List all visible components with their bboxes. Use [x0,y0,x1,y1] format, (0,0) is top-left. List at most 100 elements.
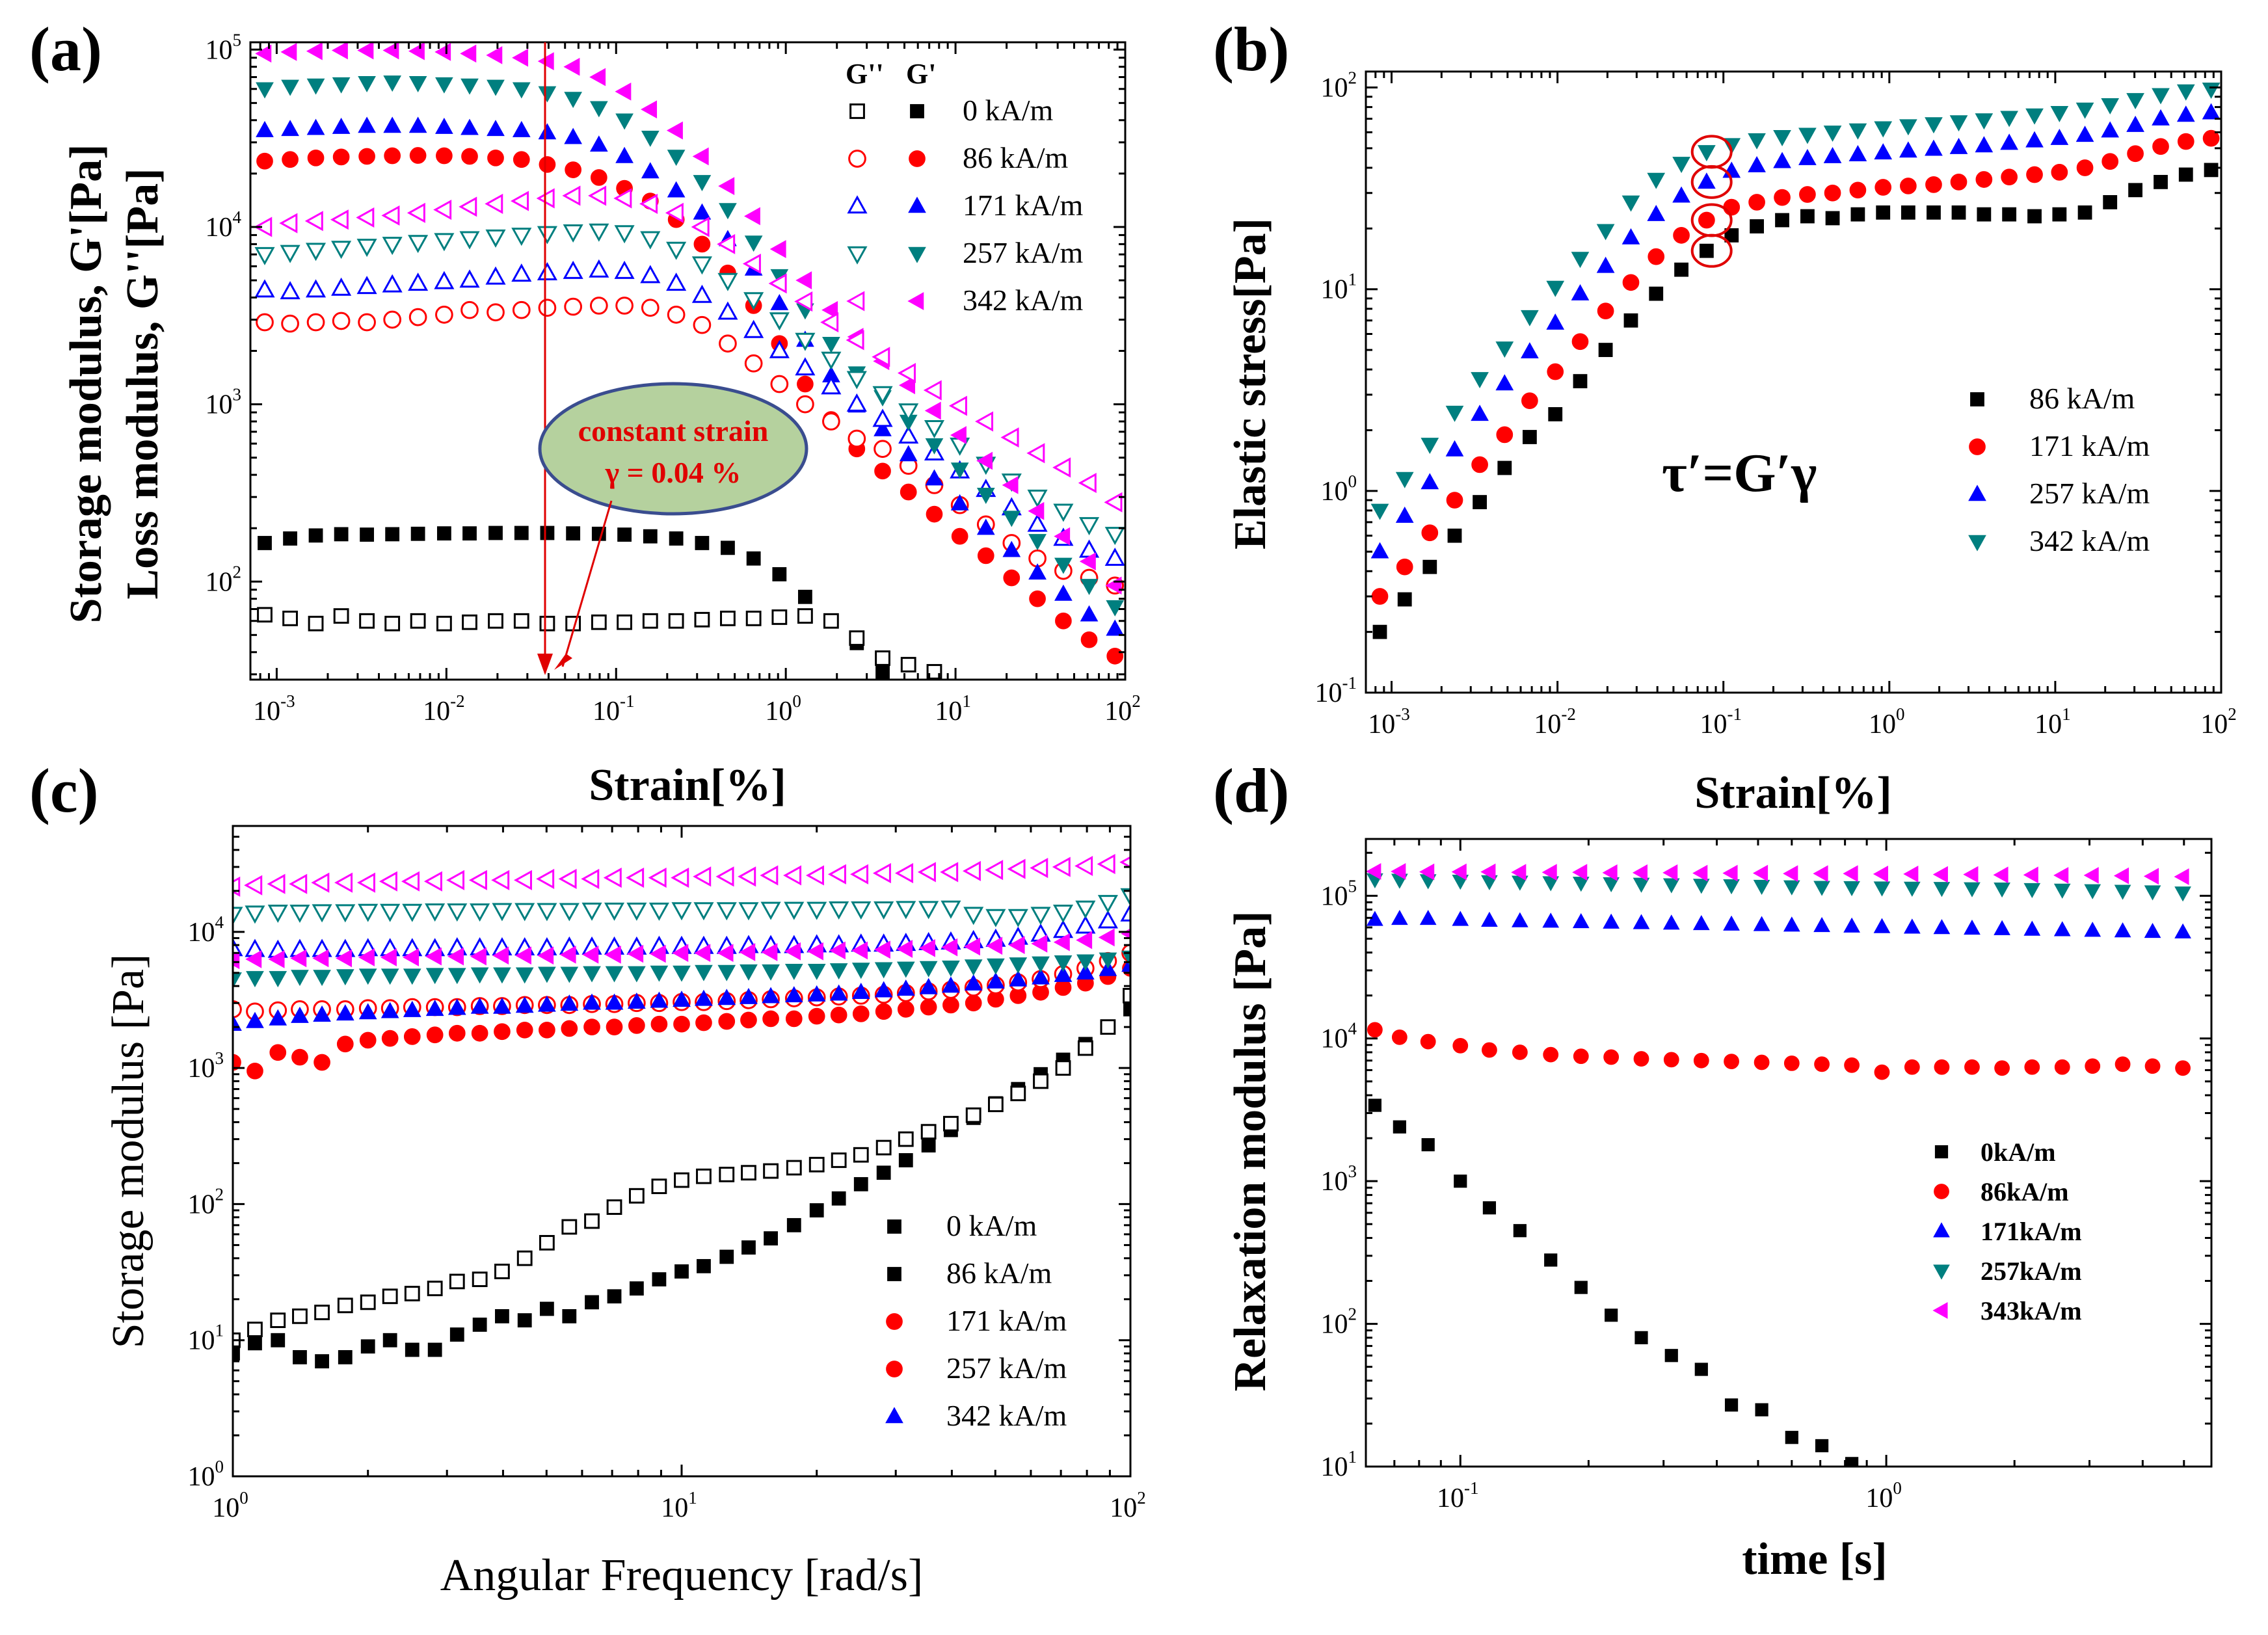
chart-a-point-s1-10 [513,613,529,629]
chart-b-point-s3-21 [1899,119,1917,136]
chart-c-point-s9-10 [446,870,465,890]
chart-a-point-s9-30 [1026,443,1045,464]
chart-a-point-s9-32 [1078,473,1097,494]
chart-c-point-s8-3 [290,949,307,968]
chart-b-legend-label: 171 kA/m [2029,429,2150,462]
chart-a-point-s4-9 [487,120,505,137]
chart-c-point-s2-10 [448,1024,466,1042]
chart-c-point-s1-7 [382,1288,398,1305]
chart-a-point-s5-15 [640,265,661,284]
chart-a-point-s4-10 [512,120,531,137]
chart-c-point-s5-38 [1075,915,1096,934]
chart-d-point-s2-4 [1481,911,1498,927]
chart-c-point-s6-20 [673,965,691,982]
chart-c-point-s7-1 [245,905,265,924]
chart-d-point-s0-11 [1694,1362,1708,1376]
chart-c-point-s1-17 [606,1199,622,1215]
chart-c-point-s0-10 [449,1327,464,1342]
chart-d-legend-marker-2 [1933,1222,1950,1238]
chart-d-point-s1-7 [1573,1048,1589,1065]
constant-strain-text-2: γ = 0.04 % [605,456,741,489]
chart-c-point-s2-16 [583,1018,600,1035]
chart-c-point-s7-17 [604,902,625,921]
chart-c-point-s2-0 [233,1054,241,1071]
chart-c-point-s2-7 [381,1030,399,1047]
chart-c-point-s2-15 [561,1020,578,1037]
chart-a-point-s3-4 [358,313,376,332]
chart-c-point-s6-9 [425,968,444,985]
chart-c-point-s4-28 [851,983,870,999]
chart-c-point-s0-19 [652,1272,667,1287]
chart-c-point-s4-23 [740,987,758,1004]
chart-d-point-s2-21 [1994,920,2010,935]
chart-a-legend-marker-storage-1 [909,150,926,167]
chart-c-point-s7-20 [671,902,692,921]
constant-strain-bubble [538,382,808,516]
chart-a-point-s1-13 [591,614,607,630]
chart-b-point-s2-2 [1421,473,1439,490]
chart-d-ytick-label: 101 [1321,1447,1357,1482]
chart-c-point-s0-29 [876,1165,891,1180]
chart-c-point-s8-28 [851,941,868,960]
chart-c-point-s4-22 [717,989,736,1005]
chart-a-point-s8-19 [743,207,760,226]
chart-c-point-s6-38 [1076,954,1095,971]
chart-b-markers [1370,83,2221,639]
chart-d-point-s2-8 [1603,913,1620,929]
chart-d-point-s4-6 [1541,864,1557,881]
chart-a-xtick-label: 100 [765,691,801,726]
chart-c-point-s7-23 [738,902,759,921]
chart-d-point-s2-14 [1783,916,1800,932]
chart-c-point-s4-12 [493,997,511,1014]
chart-c-point-s9-29 [872,863,891,884]
chart-d-legend-marker-1 [1934,1184,1949,1199]
chart-a-xlabel: Strain[%] [589,760,786,810]
chart-b-point-s1-32 [2177,133,2195,150]
chart-b-point-s1-15 [1748,194,1765,211]
chart-a-point-s2-8 [461,148,478,165]
chart-d-point-s4-22 [2023,866,2038,884]
chart-c-point-s2-1 [247,1062,263,1080]
chart-a-legend-label: 257 kA/m [963,236,1084,269]
chart-a-point-s6-29 [1002,511,1021,527]
chart-c-legend-marker-2 [886,1313,903,1330]
chart-a-point-s7-19 [743,292,764,311]
chart-c-point-s1-37 [1055,1060,1071,1076]
chart-d-point-s4-8 [1602,864,1618,881]
chart-d-point-s1-26 [2144,1058,2161,1074]
chart-c-point-s8-25 [784,942,801,961]
chart-d-point-s3-13 [1753,879,1770,895]
chart-a-point-s8-2 [306,42,323,60]
chart-c-point-s9-0 [233,876,241,897]
chart-a-point-s1-4 [359,613,375,629]
chart-c-point-s6-29 [874,962,893,979]
chart-a-point-s9-12 [562,185,581,206]
chart-d-point-s4-7 [1572,864,1588,881]
chart-a-point-s6-28 [976,488,995,504]
chart-b-point-s3-11 [1647,172,1666,189]
chart-a-point-s2-31 [1055,612,1072,630]
chart-d-frame [1365,838,2213,1468]
chart-a-point-s7-22 [821,351,842,370]
chart-a-point-s6-30 [1028,534,1047,551]
chart-c-point-s6-1 [246,971,264,988]
chart-a-point-s1-0 [257,607,273,623]
chart-d-legend-label: 343kA/m [1981,1296,2082,1325]
chart-a-point-s4-28 [976,518,995,535]
chart-c-point-s6-21 [695,964,713,981]
chart-b-point-s0-15 [1750,219,1764,233]
chart-a-point-s7-7 [434,233,455,252]
chart-a-point-s2-6 [409,147,427,164]
chart-d-point-s1-27 [2175,1060,2191,1076]
chart-b-point-s1-3 [1446,492,1463,509]
chart-d-point-s4-16 [1843,865,1858,883]
chart-a-point-s2-3 [332,148,350,166]
chart-d-point-s4-26 [2143,868,2159,885]
chart-a-ytick-label: 105 [206,30,242,65]
chart-a-point-s8-10 [512,48,529,67]
chart-b-highlight-circle [1690,135,1733,169]
chart-c-point-s6-22 [717,964,736,981]
chart-a-point-s6-4 [358,76,376,92]
chart-a-point-s0-3 [334,527,349,542]
chart-b-point-s0-22 [1927,205,1941,220]
